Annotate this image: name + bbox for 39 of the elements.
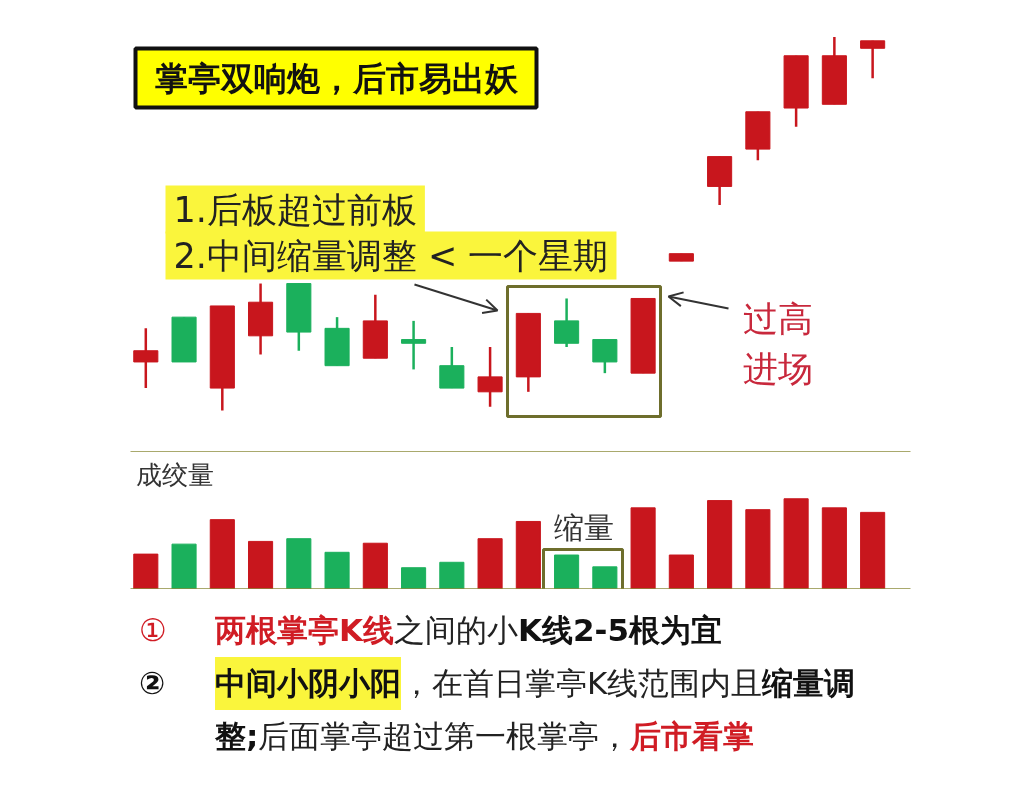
candlestick xyxy=(133,327,159,390)
bar xyxy=(171,543,197,589)
bar xyxy=(668,554,694,589)
text: 中间小阴小阳 xyxy=(215,657,401,710)
text: 后市看掌 xyxy=(630,717,755,756)
text: 后面掌亭超过第一根掌亭， xyxy=(258,717,631,756)
bar xyxy=(248,540,274,589)
bar xyxy=(133,553,159,589)
bar xyxy=(745,509,771,589)
bar xyxy=(821,507,847,589)
text: 之间的小 xyxy=(394,611,519,650)
annotation: 1.后板超过前板 xyxy=(173,189,417,230)
chart-title: 成绞量 xyxy=(135,459,214,490)
bar xyxy=(362,542,388,589)
text: 两根掌亭K线 xyxy=(215,611,395,650)
text: K线2-5根为宜 xyxy=(518,611,723,650)
bar xyxy=(860,511,886,589)
annotation: 缩量 xyxy=(553,509,614,545)
text: ② xyxy=(139,664,166,703)
annotation: 过高进场 xyxy=(742,298,813,389)
text: 整; xyxy=(215,717,259,756)
text: ，在首日掌亭K线范围内且 xyxy=(401,664,763,703)
bar xyxy=(209,519,235,589)
bar xyxy=(630,507,656,589)
text: 掌亭双响炮，后市易出妖 xyxy=(154,58,519,98)
text: 缩量调 xyxy=(762,664,856,703)
bar xyxy=(477,538,503,589)
bar xyxy=(554,554,580,589)
annotation: 2.中间缩量调整 < 一个星期 xyxy=(173,235,609,276)
bar xyxy=(286,538,312,589)
bar xyxy=(515,520,541,589)
candlestick xyxy=(401,319,427,371)
bar xyxy=(783,498,809,589)
bar xyxy=(707,500,733,589)
bar xyxy=(324,551,350,589)
bar xyxy=(401,567,427,589)
text: ① xyxy=(139,611,167,650)
bar xyxy=(439,561,465,589)
bar xyxy=(592,566,618,589)
